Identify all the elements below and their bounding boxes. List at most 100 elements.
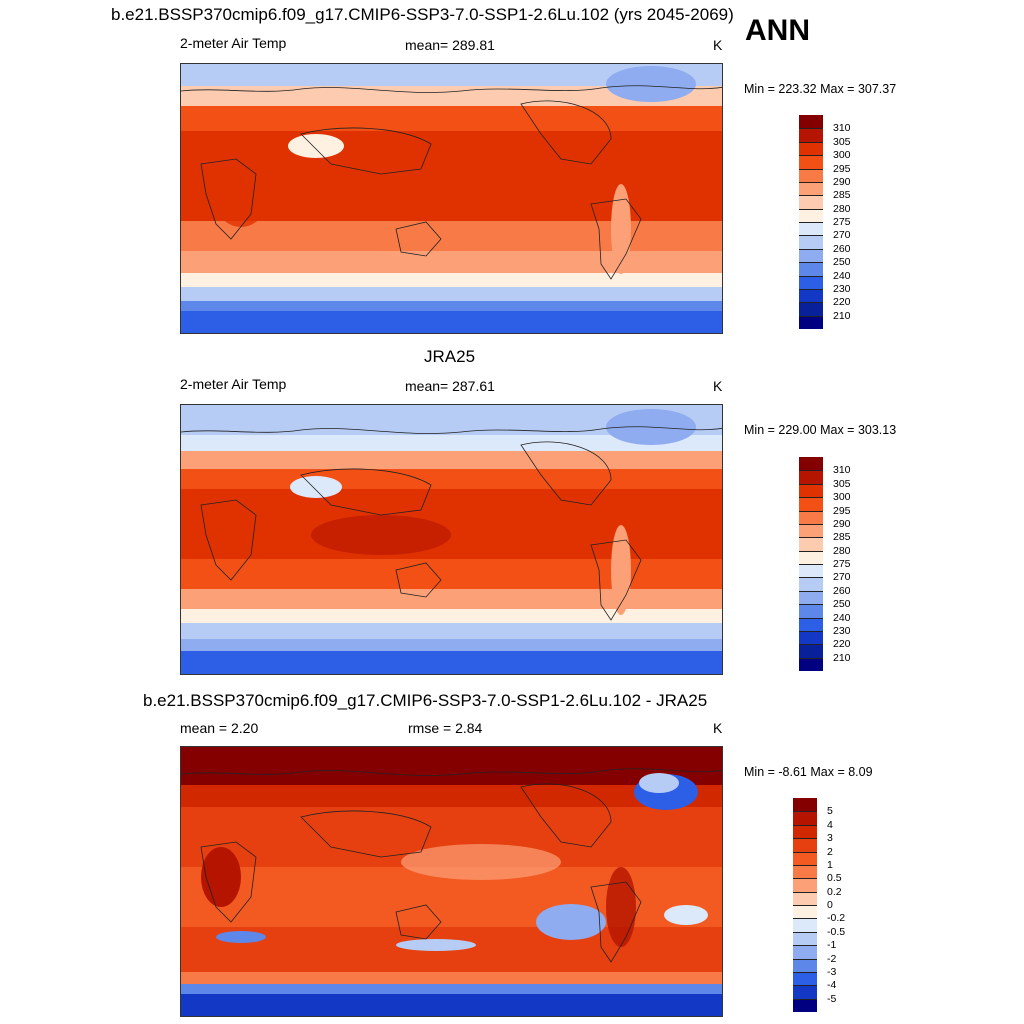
colorbar-tick-label: 220 (833, 296, 851, 309)
colorbar-tick-label: 1 (827, 858, 833, 871)
panel3-title: b.e21.BSSP370cmip6.f09_g17.CMIP6-SSP3-7.… (143, 691, 708, 710)
colorbar-tick-label: 240 (833, 269, 851, 282)
colorbar-swatch (799, 630, 823, 645)
panel2-title: JRA25 (424, 347, 476, 366)
colorbar-swatch (799, 657, 823, 671)
panel3-units-label: K (713, 720, 723, 736)
colorbar-tick-label: 305 (833, 135, 851, 148)
panel1-mean-label: mean= 289.81 (405, 37, 495, 53)
colorbar-swatch (799, 617, 823, 631)
colorbar-swatch (793, 905, 817, 919)
colorbar-swatch (799, 141, 823, 156)
colorbar-tick-label: 2 (827, 845, 833, 858)
colorbar-swatch (793, 798, 817, 812)
colorbar-swatch (799, 564, 823, 578)
colorbar-tick-label: -4 (827, 979, 837, 992)
colorbar-tick-label: -5 (827, 992, 837, 1005)
colorbar-tick-label: 0 (827, 899, 833, 911)
colorbar-tick-label: 280 (833, 544, 851, 557)
colorbar-swatch (799, 222, 823, 236)
panel2-minmax-label: Min = 229.00 Max = 303.13 (744, 423, 897, 437)
colorbar-tick-label: 5 (827, 805, 833, 818)
figure-title: b.e21.BSSP370cmip6.f09_g17.CMIP6-SSP3-7.… (111, 5, 734, 24)
panel3-map-svg (181, 747, 722, 1016)
colorbar-tick-label: 290 (833, 175, 851, 188)
panel1-map-svg (181, 64, 722, 333)
colorbar-tick-label: -2 (827, 952, 837, 965)
colorbar-swatch (799, 275, 823, 289)
colorbar-tick-label: 310 (833, 464, 851, 477)
colorbar-tick-label: 295 (833, 504, 851, 517)
colorbar-swatch (799, 523, 823, 538)
panel2-mean-label: mean= 287.61 (405, 378, 495, 394)
colorbar-swatch (799, 235, 823, 249)
colorbar-swatch (793, 851, 817, 865)
colorbar-swatch (793, 824, 817, 839)
panel1-minmax-label: Min = 223.32 Max = 307.37 (744, 82, 897, 96)
colorbar-tick-label: -1 (827, 939, 837, 952)
colorbar-tick-label: 240 (833, 611, 851, 624)
colorbar-swatch (793, 971, 817, 986)
colorbar-swatch (799, 128, 823, 142)
colorbar-tick-label: 260 (833, 242, 851, 255)
colorbar-tick-label: 3 (827, 832, 833, 845)
colorbar-swatch (799, 604, 823, 618)
colorbar-swatch (799, 168, 823, 182)
colorbar-swatch (799, 208, 823, 222)
colorbar-tick-label: 300 (833, 149, 851, 162)
colorbar-swatch (799, 590, 823, 605)
panel2-units-label: K (713, 378, 723, 394)
panel2-map (180, 404, 723, 675)
panel3-minmax-label: Min = -8.61 Max = 8.09 (744, 765, 873, 779)
colorbar-swatch (793, 918, 817, 932)
colorbar-swatch (799, 497, 823, 511)
colorbar-tick-label: 280 (833, 202, 851, 215)
colorbar-tick-label: 295 (833, 162, 851, 175)
panel3-map (180, 746, 723, 1017)
colorbar-swatch (799, 315, 823, 329)
colorbar-swatch (799, 302, 823, 316)
colorbar-swatch (793, 931, 817, 946)
colorbar-tick-label: 250 (833, 598, 851, 611)
colorbar-tick-label: 310 (833, 122, 851, 135)
panel2-map-svg (181, 405, 722, 674)
colorbar-swatch (793, 891, 817, 905)
panel2-variable-label: 2-meter Air Temp (180, 376, 287, 392)
colorbar-swatch (793, 985, 817, 999)
colorbar-swatch (793, 838, 817, 852)
colorbar-swatch (799, 457, 823, 471)
colorbar-swatch (799, 537, 823, 551)
colorbar-tick-label: 275 (833, 558, 851, 570)
season-label: ANN (745, 14, 810, 47)
colorbar-swatch (799, 181, 823, 196)
colorbar-tick-label: 270 (833, 229, 851, 242)
panel3-mean-label: mean = 2.20 (180, 720, 259, 736)
colorbar-swatch (793, 864, 817, 879)
panel1-colorbar-swatches (799, 115, 823, 329)
colorbar-swatch (799, 115, 823, 129)
colorbar-tick-label: 0.5 (827, 872, 842, 885)
colorbar-tick-label: 285 (833, 531, 851, 544)
colorbar-tick-label: 305 (833, 477, 851, 490)
colorbar-tick-label: 0.2 (827, 885, 842, 898)
panel2-colorbar-swatches (799, 457, 823, 671)
colorbar-swatch (799, 248, 823, 263)
colorbar-tick-label: 290 (833, 517, 851, 530)
colorbar-tick-label: 270 (833, 571, 851, 584)
colorbar-tick-label: 300 (833, 491, 851, 504)
colorbar-tick-label: 220 (833, 638, 851, 651)
colorbar-swatch (799, 155, 823, 169)
colorbar-tick-label: -0.2 (827, 912, 846, 925)
colorbar-swatch (799, 195, 823, 209)
colorbar-swatch (799, 644, 823, 658)
colorbar-tick-label: 230 (833, 282, 851, 295)
panel1-units-label: K (713, 37, 723, 53)
colorbar-tick-label: 250 (833, 256, 851, 269)
colorbar-tick-label: 210 (833, 651, 851, 664)
colorbar-swatch (793, 998, 817, 1012)
colorbar-swatch (799, 510, 823, 524)
panel1-map (180, 63, 723, 334)
colorbar-swatch (793, 945, 817, 959)
colorbar-swatch (799, 483, 823, 498)
colorbar-tick-label: 260 (833, 584, 851, 597)
